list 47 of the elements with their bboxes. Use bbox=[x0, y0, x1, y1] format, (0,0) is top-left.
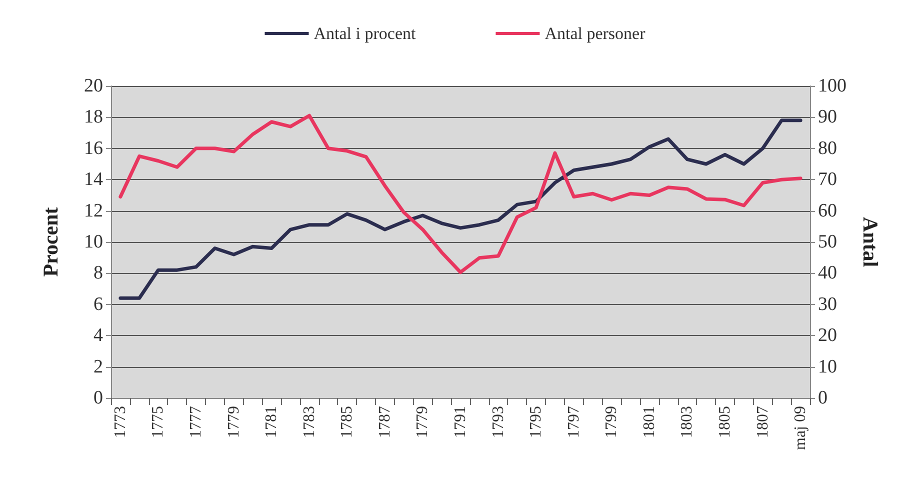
y2-tick-label: 30 bbox=[818, 294, 837, 315]
x-tick-label: 1775 bbox=[150, 406, 167, 438]
y-tick-label: 8 bbox=[94, 262, 103, 284]
y2-tick-label: 60 bbox=[818, 200, 837, 222]
y2-tick-label: 40 bbox=[818, 262, 837, 284]
y-tick-label: 16 bbox=[84, 138, 103, 159]
x-tick-label: 1779 bbox=[414, 406, 432, 438]
y2-tick-label: 50 bbox=[818, 232, 837, 252]
x-tick-label: 1795 bbox=[528, 406, 545, 438]
y-tick-label: 0 bbox=[94, 388, 103, 408]
x-tick-label: 1805 bbox=[716, 406, 734, 438]
x-tick-label: 1793 bbox=[490, 406, 507, 438]
x-tick-label: 1791 bbox=[452, 406, 469, 438]
y2-tick-label: 100 bbox=[818, 76, 846, 96]
y-tick-label: 12 bbox=[84, 200, 103, 222]
x-tick-label: 1787 bbox=[376, 406, 394, 438]
x-tick-label: 1807 bbox=[754, 406, 772, 438]
line-series bbox=[118, 114, 802, 274]
y-tick-label: 20 bbox=[84, 76, 103, 96]
legend-label: Antal personer bbox=[544, 24, 646, 43]
x-tick-label: 1801 bbox=[640, 406, 658, 438]
x-tick-label: 1773 bbox=[112, 406, 129, 438]
x-tick-label: 1783 bbox=[300, 406, 318, 438]
line-series bbox=[118, 118, 802, 300]
y2-tick-label: 80 bbox=[818, 138, 837, 159]
x-tick-label: 1799 bbox=[603, 406, 620, 438]
x-tick-label: 1779 bbox=[225, 406, 242, 438]
y2-tick-label: 90 bbox=[818, 106, 837, 128]
x-tick-label: 1797 bbox=[565, 406, 582, 438]
x-tick-label: 1785 bbox=[338, 406, 356, 438]
y-tick-label: 6 bbox=[94, 294, 103, 315]
y-tick-label: 18 bbox=[84, 106, 103, 128]
y-tick-label: 4 bbox=[94, 325, 104, 346]
y2-tick-label: 70 bbox=[818, 169, 837, 190]
y-tick-label: 14 bbox=[84, 169, 104, 190]
x-tick-label: 1803 bbox=[678, 406, 696, 438]
y-tick-label: 2 bbox=[94, 356, 103, 378]
y2-axis-title: Antal bbox=[858, 216, 882, 268]
y-axis-title: Procent bbox=[38, 207, 62, 277]
y2-tick-label: 0 bbox=[818, 388, 828, 408]
legend-label: Antal i procent bbox=[314, 24, 416, 43]
x-tick-label: 1781 bbox=[263, 406, 280, 438]
y2-tick-label: 20 bbox=[818, 325, 837, 346]
x-tick-label: 1777 bbox=[188, 406, 205, 438]
x-tick-label: maj 09 bbox=[792, 406, 810, 450]
y2-tick-label: 10 bbox=[818, 356, 837, 378]
y-tick-label: 10 bbox=[84, 232, 103, 252]
